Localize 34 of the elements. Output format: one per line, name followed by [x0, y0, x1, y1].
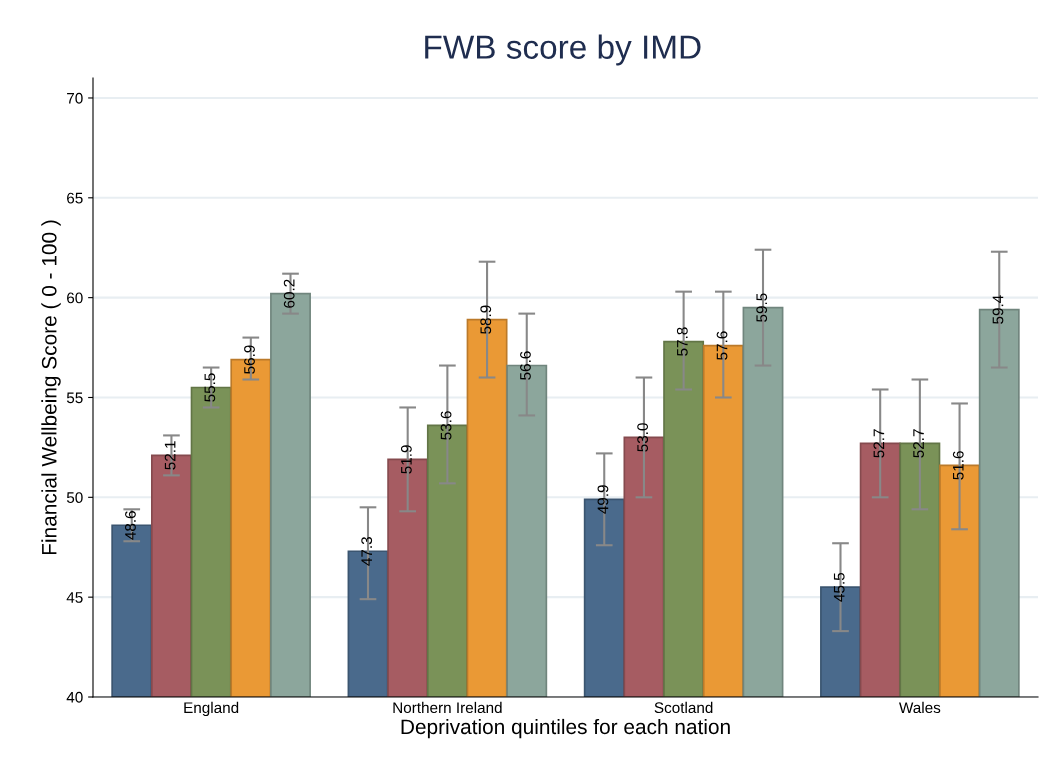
x-tick-label: Northern Ireland [393, 701, 502, 714]
data-label: 57.6 [716, 331, 728, 360]
y-tick-label: 40 [66, 691, 83, 703]
data-label: 52.1 [164, 441, 176, 470]
y-tick-label: 65 [67, 192, 83, 204]
x-tick-label: Wales [899, 701, 941, 714]
data-label: 52.7 [873, 429, 885, 458]
data-label: 51.9 [400, 445, 412, 474]
data-label: 49.9 [597, 485, 609, 514]
data-label: 57.8 [676, 327, 688, 356]
chart-title: FWB score by IMD [425, 34, 701, 66]
y-tick-label: 70 [67, 92, 83, 104]
data-label: 59.5 [756, 293, 768, 322]
x-tick-label: Scotland [654, 701, 713, 714]
y-tick-label: 50 [66, 492, 83, 504]
data-label: 56.9 [244, 345, 255, 374]
x-axis-title: Deprivation quintiles for each nation [401, 718, 730, 739]
data-label: 51.6 [952, 451, 964, 480]
y-tick-label: 55 [66, 392, 83, 404]
data-label: 48.6 [125, 511, 136, 540]
data-label: 55.5 [204, 373, 216, 402]
data-label: 53.6 [440, 411, 452, 440]
y-tick-label: 45 [66, 592, 83, 603]
data-label: 53.0 [637, 423, 649, 452]
data-label: 47.3 [361, 537, 373, 566]
data-label: 59.4 [992, 295, 1004, 324]
data-label: 60.2 [283, 279, 295, 308]
data-label: 56.6 [520, 351, 531, 380]
x-tick-label: England [184, 701, 239, 717]
y-axis-title: Financial Wellbeing Score ( 0 - 100 ) [41, 220, 61, 555]
y-tick-label: 60 [67, 292, 83, 304]
data-label: 45.5 [833, 572, 845, 602]
data-label: 52.7 [913, 429, 924, 458]
data-label: 58.9 [480, 305, 492, 334]
